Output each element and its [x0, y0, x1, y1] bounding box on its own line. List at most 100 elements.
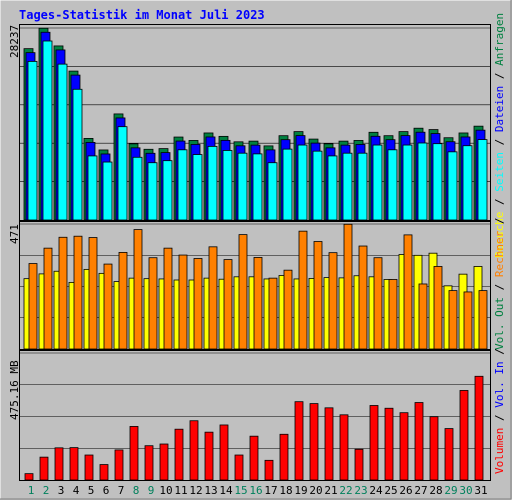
- bar-rechner-day-12: [193, 258, 203, 350]
- bar-seiten-day-30: [462, 145, 473, 221]
- bar-volumen-day-6: [99, 464, 109, 481]
- day-labels: 1 2 3 4 5 6 7 8 9 10 11 12 13 14 15 16 17 18 19 20 21 22 23 24 2…: [28, 484, 488, 497]
- bar-seiten-day-7: [117, 126, 128, 221]
- bar-rechner-day-10: [163, 247, 173, 350]
- bar-volumen-day-28: [429, 416, 439, 481]
- bar-volumen-day-26: [399, 412, 409, 481]
- legend-right-bottom: Volumen / Vol. In /: [493, 348, 506, 474]
- bar-volumen-day-24: [369, 405, 379, 481]
- bar-volumen-day-25: [384, 407, 394, 481]
- bar-rechner-day-27: [418, 283, 428, 350]
- chart-bars: [20, 27, 490, 481]
- bar-volumen-day-7: [114, 449, 124, 481]
- day-label-3: 3: [58, 484, 65, 497]
- bar-seiten-day-14: [222, 150, 233, 221]
- bar-seiten-day-20: [312, 150, 323, 221]
- bar-seiten-day-31: [477, 139, 488, 221]
- day-label-29: 29: [444, 484, 457, 497]
- bar-seiten-day-5: [87, 155, 98, 221]
- bar-volumen-day-23: [354, 448, 364, 481]
- bar-volumen-day-4: [69, 447, 79, 481]
- bar-volumen-day-31: [474, 375, 484, 481]
- legend-sep-6: /: [493, 408, 506, 428]
- bar-volumen-day-15: [234, 454, 244, 481]
- y-max-label-hits: 28237: [8, 25, 21, 58]
- day-label-22: 22: [339, 484, 352, 497]
- bar-seiten-day-3: [57, 63, 68, 221]
- bar-volumen-day-16: [249, 435, 259, 481]
- chart-title: Tages-Statistik im Monat Juli 2023: [19, 8, 265, 22]
- legend-besuche: Besuche: [493, 212, 506, 258]
- day-label-12: 12: [189, 484, 202, 497]
- bar-seiten-day-2: [42, 40, 53, 221]
- day-label-21: 21: [324, 484, 337, 497]
- bar-rechner-day-3: [58, 236, 68, 350]
- panel-frame-volume: [19, 350, 491, 481]
- bar-volumen-day-22: [339, 414, 349, 481]
- legend-right-middle: Vol. Out / Rechner /: [493, 218, 506, 350]
- bar-seiten-day-27: [417, 142, 428, 221]
- day-label-8: 8: [133, 484, 140, 497]
- day-label-16: 16: [249, 484, 262, 497]
- bar-volumen-day-18: [279, 433, 289, 481]
- day-label-9: 9: [148, 484, 155, 497]
- bar-rechner-day-11: [178, 254, 188, 350]
- bar-rechner-day-15: [238, 234, 248, 350]
- bar-volumen-day-21: [324, 407, 334, 481]
- day-label-5: 5: [88, 484, 95, 497]
- bar-rechner-day-9: [148, 257, 158, 350]
- legend-vol-out: Vol. Out: [493, 297, 506, 350]
- y-max-label-visits: 471: [8, 224, 21, 244]
- bar-rechner-day-31: [478, 290, 488, 350]
- bar-seiten-day-15: [237, 152, 248, 221]
- bar-rechner-day-5: [88, 237, 98, 350]
- day-label-30: 30: [459, 484, 472, 497]
- bar-volumen-day-20: [309, 403, 319, 481]
- bar-volumen-day-12: [189, 420, 199, 481]
- bar-volumen-day-13: [204, 431, 214, 481]
- bar-seiten-day-13: [207, 146, 218, 221]
- legend-right-top: Besuche / Seiten / Dateien / Anfragen: [493, 13, 506, 258]
- bar-volumen-day-17: [264, 459, 274, 481]
- day-label-2: 2: [43, 484, 50, 497]
- bar-rechner-day-13: [208, 246, 218, 350]
- bar-volumen-day-1: [24, 473, 34, 481]
- bar-seiten-day-28: [432, 143, 443, 221]
- day-label-15: 15: [234, 484, 247, 497]
- bar-rechner-day-29: [448, 290, 458, 350]
- day-label-20: 20: [309, 484, 322, 497]
- bar-rechner-day-4: [73, 235, 83, 350]
- bar-rechner-day-28: [433, 266, 443, 350]
- bar-rechner-day-23: [358, 245, 368, 350]
- bar-seiten-day-19: [297, 144, 308, 221]
- legend-sep-3: /: [493, 66, 506, 86]
- bar-seiten-day-9: [147, 162, 158, 221]
- day-label-4: 4: [73, 484, 80, 497]
- legend-sep-5: /: [493, 218, 506, 231]
- bar-volumen-day-2: [39, 456, 49, 481]
- bar-rechner-day-6: [103, 263, 113, 350]
- panel-frame-hits: [19, 24, 491, 221]
- bar-volumen-day-14: [219, 424, 229, 481]
- bar-seiten-day-16: [252, 153, 263, 221]
- day-label-10: 10: [159, 484, 172, 497]
- bar-volumen-day-29: [444, 428, 454, 481]
- bar-rechner-day-20: [313, 241, 323, 350]
- day-label-31: 31: [474, 484, 487, 497]
- bar-rechner-day-22: [343, 223, 353, 350]
- bar-volumen-day-10: [159, 443, 169, 481]
- bar-rechner-day-1: [28, 263, 38, 350]
- y-max-label-volume: 475.16 MB: [8, 360, 21, 420]
- day-label-28: 28: [429, 484, 442, 497]
- bar-seiten-day-24: [372, 144, 383, 221]
- bar-seiten-day-18: [282, 148, 293, 221]
- panel-frame-visits: [19, 221, 491, 350]
- bar-rechner-day-17: [268, 277, 278, 350]
- bar-rechner-day-25: [388, 279, 398, 350]
- bar-volumen-day-11: [174, 428, 184, 481]
- bar-seiten-day-17: [267, 162, 278, 221]
- bar-seiten-day-12: [192, 154, 203, 221]
- day-label-1: 1: [28, 484, 35, 497]
- bar-rechner-day-19: [298, 230, 308, 350]
